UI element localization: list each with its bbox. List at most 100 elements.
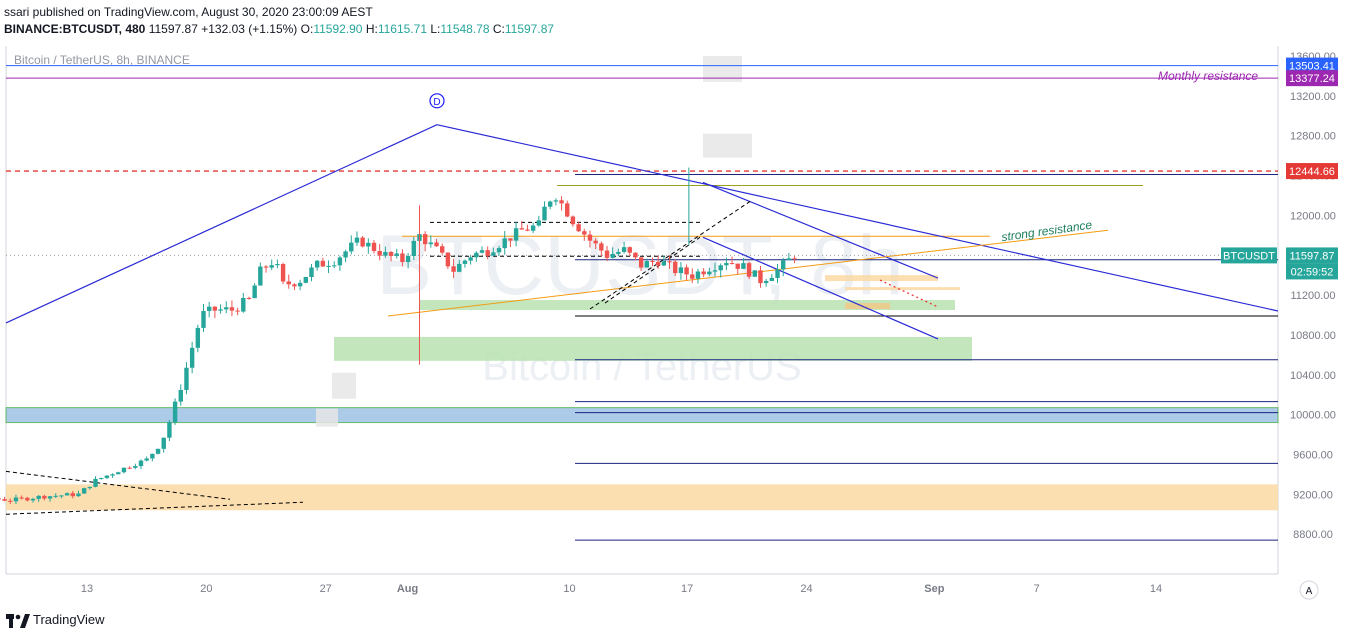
candle-body [161,437,166,449]
demand-zone-small [420,300,955,310]
candle-body [81,488,87,494]
grey-box-1 [703,55,742,82]
candle-body [292,284,297,287]
candle-body [405,256,411,262]
y-tick-label: 10400.00 [1290,370,1336,382]
candle-body [718,265,723,271]
x-tick-label: 14 [1150,583,1162,595]
price-badge-label: 12444.66 [1289,166,1335,178]
chart-footer: TradingView [0,604,1348,639]
candle-body [87,486,93,489]
candle-body [167,422,172,438]
candle-body [525,229,530,231]
point-d-marker [429,93,445,109]
candle-body [155,448,161,454]
countdown-bg [1286,263,1338,280]
candle-body [599,243,604,251]
candle-body [786,258,792,261]
candle-body [400,253,405,262]
candle-body [349,242,354,252]
open-label: O: [300,22,314,36]
candle-body [99,477,104,479]
triangle-bottom [5,501,304,515]
publisher-line: ssari published on TradingView.com, Augu… [4,5,373,19]
candle-body [621,247,627,252]
candle-body [542,206,547,221]
tradingview-logo[interactable]: TradingView [6,612,105,628]
y-tick-label: 9600.00 [1293,449,1333,461]
candle-body [684,267,689,275]
x-tick-label: Aug [397,583,418,595]
candle-body [314,260,320,268]
price-badge-bg [1286,57,1338,74]
candle-body [547,201,553,207]
orange-box-2 [845,287,960,291]
candle-body [332,265,337,267]
candle-body [502,238,507,249]
candle-body [275,264,280,266]
candle-body [19,497,24,499]
candle-body [763,280,769,284]
candle-body [195,327,201,348]
candle-body [781,260,786,270]
auto-scale-button[interactable] [1299,580,1319,600]
candle-body [394,253,399,256]
countdown-label: 02:59:52 [1291,266,1334,278]
candle-body [303,276,309,283]
candle-body [286,281,291,285]
candle-body [53,495,58,497]
candle-body [655,261,661,266]
price-badge-bg [1286,163,1338,180]
candle-body [172,401,178,423]
demand-zone-green [334,336,972,361]
candle-body [280,264,286,282]
candle-body [133,466,138,468]
candle-body [47,496,53,499]
point-d-label: D [433,97,440,108]
y-tick-label: 13200.00 [1290,91,1336,103]
candle-body [201,311,206,328]
candle-body [411,240,416,257]
price-badge-label: 11597.87 [1289,250,1334,262]
pattern-leg-down [436,124,1279,312]
candle-body [530,225,536,231]
candle-body [326,265,331,267]
y-tick-label: 11200.00 [1290,290,1335,302]
candle-body [224,307,229,310]
monthly-resistance-label: Monthly resistance [1158,69,1258,83]
candle-body [241,297,246,312]
symbol-tag-label: BTCUSDT [1223,250,1275,262]
x-tick-label: 7 [1034,583,1040,595]
candle-body [627,247,632,253]
candle-body [388,252,394,256]
x-tick-label: 10 [563,583,575,595]
candle-body [93,478,98,487]
candle-body [457,263,462,272]
candle-body [360,237,365,247]
candle-body [371,242,377,252]
x-tick-label: 13 [81,583,93,595]
candle-body [189,347,195,368]
candle-body [30,498,36,501]
candle-body [246,297,252,299]
candle-body [479,250,485,253]
candle-body [206,306,212,312]
channel-upper [702,181,939,279]
candle-body [604,250,610,258]
candle-body [468,257,473,261]
ohlc-line: BINANCE:BTCUSDT, 480 11597.87 +132.03 (+… [4,22,554,36]
candle-body [746,263,752,277]
candle-body [440,246,445,253]
candle-body [258,266,263,286]
channel-lower [702,236,939,340]
price-badge-bg [1286,70,1338,87]
price-badge-bg [1286,247,1338,264]
candle-body [337,257,343,266]
candle-body [633,252,638,258]
low-label: L: [430,22,441,36]
chart-title: Bitcoin / TetherUS, 8h, BINANCE [14,53,190,67]
symbol-tag-bg [1221,247,1277,264]
candle-body [673,261,678,274]
candle-body [252,285,257,299]
